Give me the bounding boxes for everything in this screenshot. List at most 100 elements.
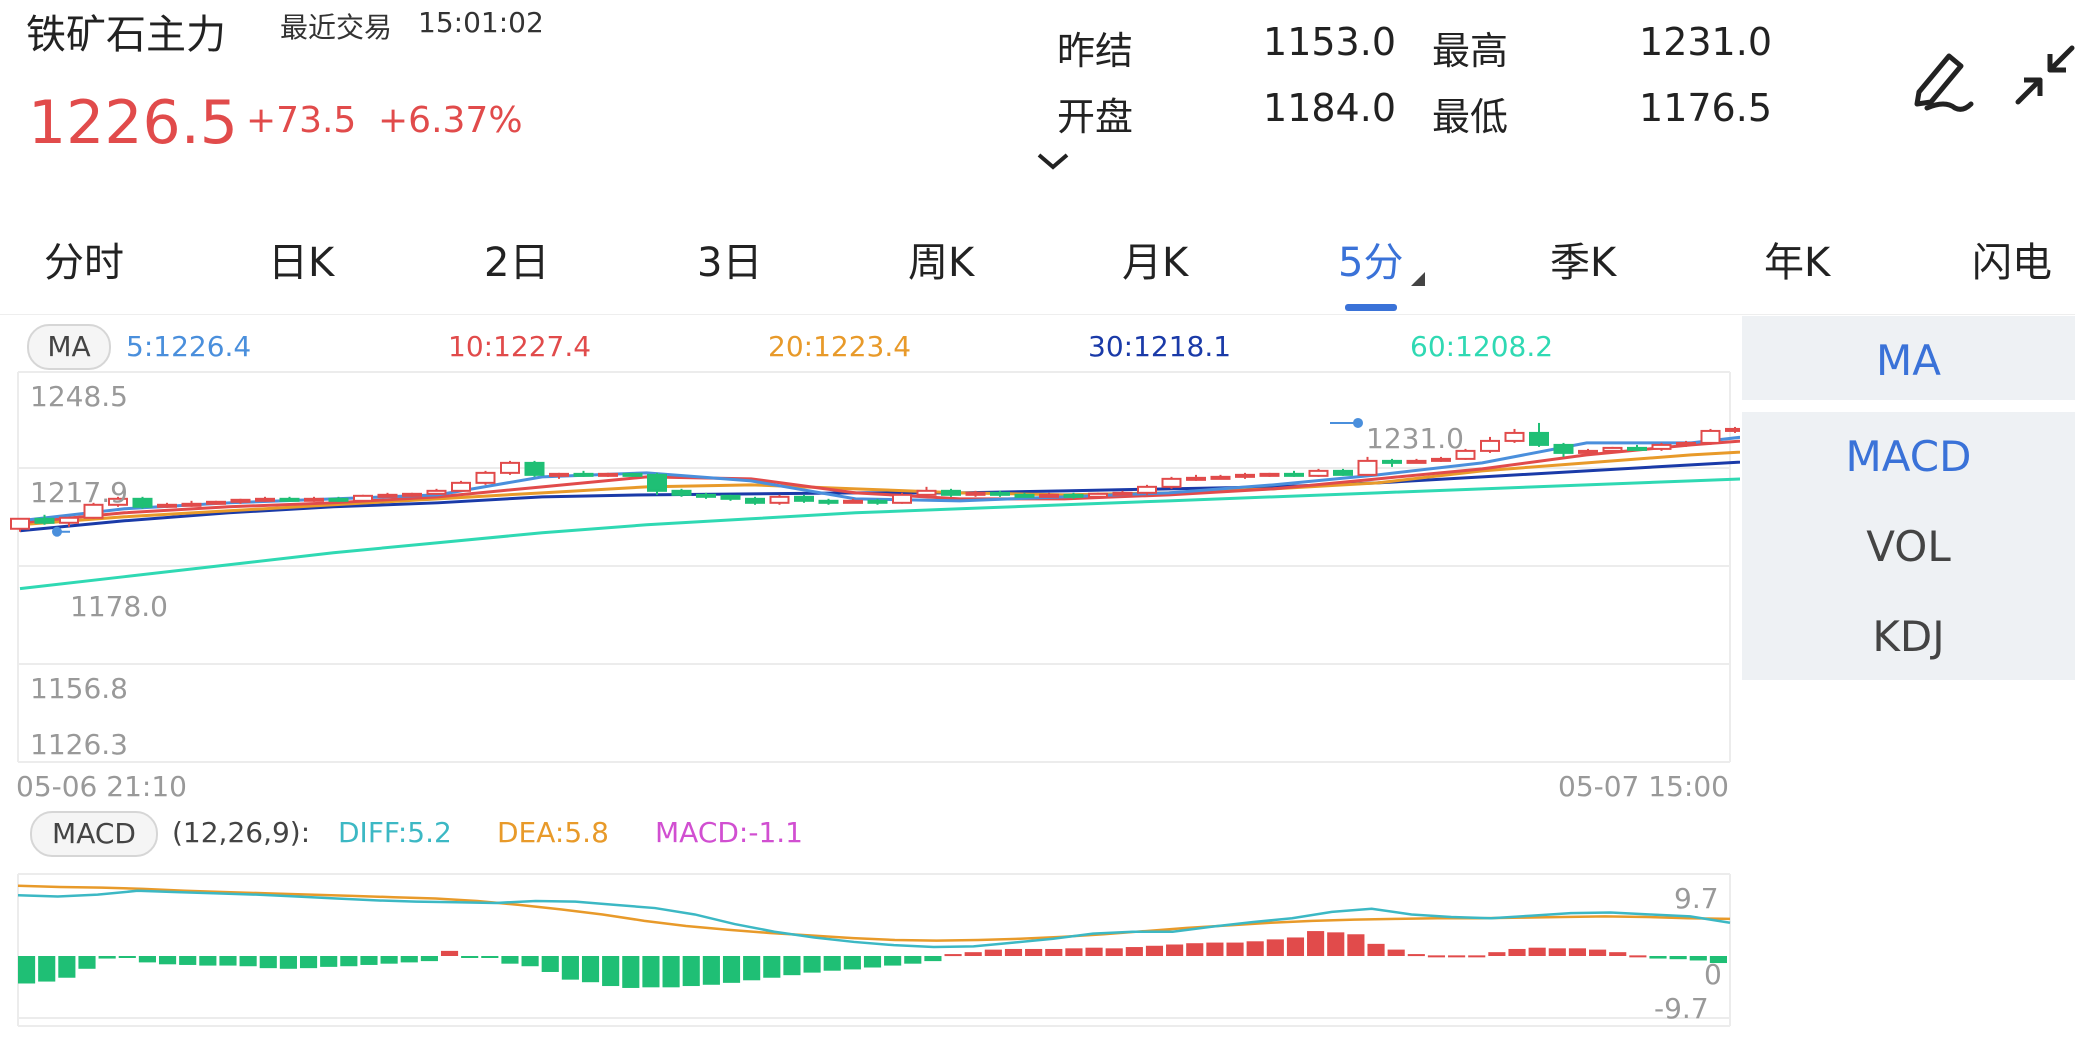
candle-body [769, 495, 790, 504]
high-price-marker-label: 1231.0 [1366, 422, 1464, 455]
macd-bar [843, 956, 861, 970]
indicator-panel-main [1742, 316, 2075, 400]
indicator-ma-button[interactable]: MA [1876, 336, 1941, 385]
macd-bar [521, 956, 539, 967]
tab-5-min[interactable]: 5分 [1338, 240, 1404, 286]
candle-body [990, 491, 1010, 496]
macd-bar [581, 956, 600, 983]
candle-body [132, 497, 153, 508]
tab-3-day[interactable]: 3日 [697, 240, 763, 286]
macd-chart[interactable] [0, 866, 1740, 1042]
macd-bar [501, 956, 519, 964]
macd-diff-value: DIFF:5.2 [338, 816, 452, 849]
stat-label-open: 开盘 [1057, 95, 1134, 139]
dea-path [17, 884, 1731, 942]
candle-body [1725, 427, 1740, 432]
shrink-arrows-icon[interactable] [2010, 40, 2075, 112]
candle-body [892, 493, 912, 504]
macd-bar [1206, 942, 1224, 956]
candle-body [1480, 439, 1500, 452]
candlestick-chart[interactable] [0, 370, 1740, 770]
ma5-line [19, 435, 1740, 523]
candle-body [304, 497, 324, 502]
ma60-path [19, 477, 1740, 591]
macd-bar [1065, 948, 1083, 956]
active-tab-indicator [1345, 304, 1397, 311]
macd-legend-pill[interactable]: MACD [30, 811, 158, 857]
candle-body [402, 492, 422, 497]
candle-body [255, 497, 275, 502]
indicator-vol-button[interactable]: VOL [1866, 522, 1951, 571]
candle-body [279, 497, 300, 502]
y-label-upper: 1217.9 [30, 476, 128, 509]
candle-body [524, 461, 545, 476]
candle-body [451, 481, 471, 492]
ma-legend-pill[interactable]: MA [27, 324, 111, 370]
tab-flash[interactable]: 闪电 [1972, 240, 2052, 286]
candle-body [1308, 469, 1329, 477]
macd-bar [622, 956, 640, 988]
candle-body [573, 472, 594, 477]
macd-bar [219, 956, 237, 966]
macd-bar [783, 956, 801, 976]
candle-body [1161, 477, 1182, 488]
macd-bar [884, 956, 902, 966]
tab-intraday[interactable]: 分时 [44, 240, 124, 286]
candle-body [353, 494, 373, 502]
chevron-down-icon[interactable] [1036, 150, 1070, 172]
candle-body [475, 471, 496, 484]
macd-bar [78, 956, 96, 969]
tab-quarterly-k[interactable]: 季K [1550, 240, 1617, 286]
stat-label-high: 最高 [1432, 29, 1509, 73]
indicator-kdj-button[interactable]: KDJ [1872, 612, 1945, 661]
macd-bar [1226, 942, 1244, 956]
macd-bar [299, 956, 318, 969]
macd-bar [239, 956, 257, 967]
macd-bar [1508, 948, 1526, 956]
candle-body [206, 500, 226, 505]
macd-bar [1669, 956, 1687, 960]
tab-2-day[interactable]: 2日 [484, 240, 550, 286]
candle-body [1382, 459, 1402, 464]
tab-yearly-k[interactable]: 年K [1764, 240, 1831, 286]
candle-body [1014, 493, 1035, 498]
indicator-macd-button[interactable]: MACD [1845, 432, 1972, 481]
macd-bar [1468, 955, 1486, 958]
candle-body [1627, 446, 1647, 451]
tab-daily-k[interactable]: 日K [268, 240, 335, 286]
candle-body [1333, 469, 1353, 476]
ma30-line [19, 460, 1740, 533]
ma30-path [19, 460, 1740, 533]
period-dropdown-icon[interactable] [1411, 272, 1425, 286]
indicator-panel-sub [1742, 412, 2075, 680]
candle-body [818, 499, 839, 504]
y-label-lower: 1156.8 [30, 672, 128, 705]
tab-monthly-k[interactable]: 月K [1122, 240, 1189, 286]
candle-body [720, 494, 741, 500]
low-price-marker-label: 1178.0 [70, 590, 168, 623]
macd-bar [944, 954, 962, 957]
macd-y-label-bottom: -9.7 [1654, 992, 1709, 1025]
macd-bar [179, 956, 197, 965]
stat-value-open: 1184.0 [1263, 86, 1396, 130]
macd-bar [863, 956, 882, 968]
candle-body [1088, 492, 1108, 498]
candle-body [1039, 493, 1059, 498]
macd-bar [259, 956, 277, 969]
dea-line [17, 884, 1731, 942]
macd-bar [1709, 956, 1727, 964]
macd-bar [1548, 948, 1566, 956]
candle-body [598, 472, 618, 477]
x-label-end: 05-07 15:00 [1558, 770, 1729, 803]
tab-weekly-k[interactable]: 周K [908, 240, 975, 286]
macd-bar [380, 956, 398, 964]
macd-bar [360, 956, 378, 965]
candle-body [1112, 491, 1133, 496]
pen-icon[interactable] [1905, 42, 1977, 114]
macd-params: (12,26,9): [172, 816, 311, 849]
macd-bar [420, 956, 438, 962]
ma60-line [19, 477, 1740, 591]
candle-body [377, 493, 398, 498]
candle-body [867, 499, 888, 504]
macd-bar [763, 956, 781, 978]
